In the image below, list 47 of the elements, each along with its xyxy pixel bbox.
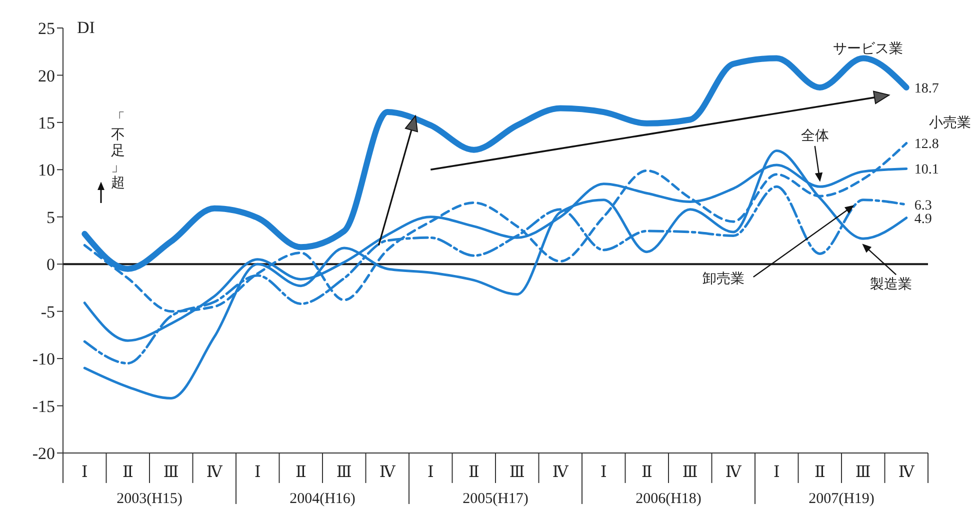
x-tick-label: Ⅲ	[682, 464, 698, 481]
x-tick-label: Ⅱ	[814, 464, 826, 481]
y-axis-title: DI	[77, 18, 96, 37]
text: 製造業	[870, 276, 912, 293]
x-tick-label: Ⅰ	[600, 464, 607, 481]
x-tick-label: Ⅱ	[641, 464, 652, 481]
x-tick-label: Ⅳ	[552, 464, 570, 481]
series-label: サービス業	[833, 41, 903, 57]
text: 卸売業	[702, 271, 744, 287]
x-tick-label: Ⅳ	[725, 464, 742, 481]
x-tick-label: Ⅱ	[122, 464, 134, 481]
y-tick-label: 20	[38, 66, 55, 86]
text: 2004(H16)	[290, 491, 356, 507]
x-tick-label: Ⅲ	[509, 464, 525, 481]
y-tick-label: 15	[38, 113, 55, 132]
series-label: 小売業	[929, 115, 971, 132]
x-tick-label: Ⅳ	[898, 464, 916, 481]
text: 2003(H15)	[116, 491, 182, 507]
x-tick-label: Ⅳ	[379, 464, 396, 481]
y-tick-label: 0	[46, 255, 55, 274]
x-tick-label: Ⅳ	[206, 464, 224, 481]
x-tick-label: Ⅱ	[295, 464, 306, 481]
y-tick-label: -10	[32, 350, 55, 369]
y-tick-label: 5	[46, 208, 55, 227]
x-tick-label: Ⅰ	[254, 464, 261, 481]
x-tick-label: Ⅱ	[468, 464, 480, 481]
x-tick-label: Ⅰ	[773, 464, 780, 481]
annotation: 「不足」超	[111, 111, 125, 191]
data-label: 6.3	[914, 198, 932, 214]
y-tick-label: -20	[32, 444, 55, 464]
y-tick-label: 25	[38, 19, 55, 38]
data-label: 12.8	[914, 137, 939, 152]
series-label: 全体	[800, 128, 829, 144]
x-tick-label: Ⅲ	[855, 464, 871, 481]
y-tick-label: 10	[38, 160, 55, 180]
text: 2005(H17)	[462, 491, 528, 507]
x-tick-label: Ⅰ	[427, 464, 434, 481]
text: 2006(H18)	[636, 491, 702, 507]
y-tick-label: -5	[40, 302, 55, 322]
text: 2007(H19)	[808, 491, 874, 507]
y-tick-label: -15	[32, 396, 55, 416]
x-tick-label: Ⅲ	[336, 464, 352, 481]
data-label: 4.9	[914, 212, 932, 227]
x-tick-label: Ⅰ	[81, 464, 88, 481]
data-label: 18.7	[914, 82, 939, 96]
data-label: 10.1	[914, 162, 939, 178]
x-tick-label: Ⅲ	[163, 464, 179, 481]
